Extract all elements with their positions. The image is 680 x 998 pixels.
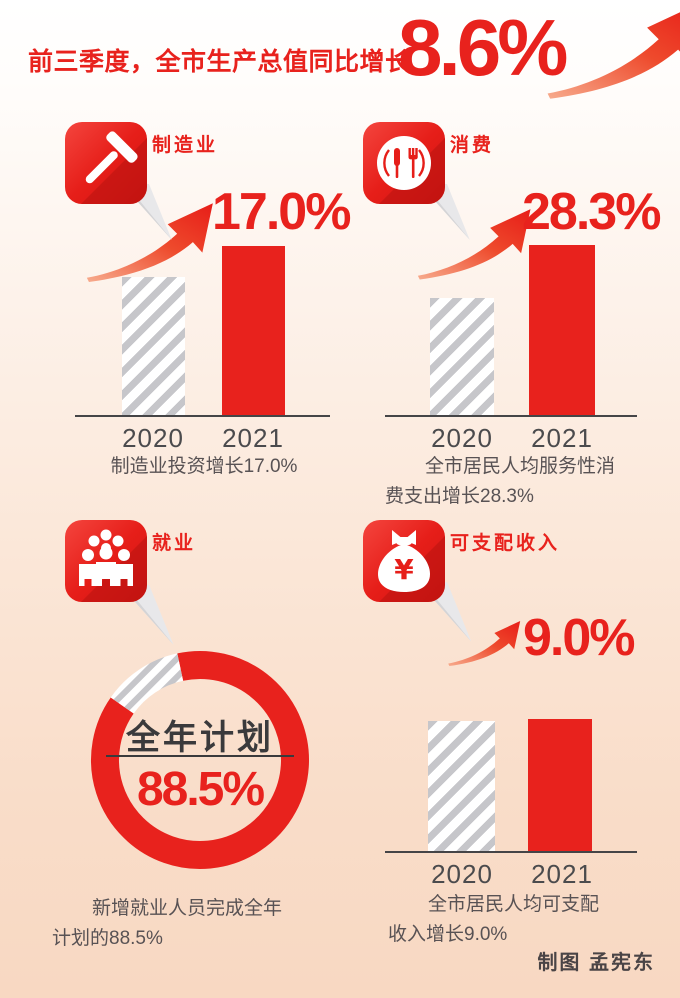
year-label-2020: 2020 xyxy=(431,423,493,453)
donut-center-value: 88.5% xyxy=(136,763,265,816)
hammer-icon xyxy=(65,122,147,204)
income-growth-value: 9.0% xyxy=(523,609,636,667)
income-caption: 全市居民人均可支配 收入增长9.0% xyxy=(388,890,644,950)
employment-caption: 新增就业人员完成全年 计划的88.5% xyxy=(52,894,346,954)
consumption-growth-value: 28.3% xyxy=(522,183,661,241)
section-label-employment: 就业 xyxy=(152,533,197,554)
manufacturing-caption: 制造业投资增长17.0% xyxy=(110,456,298,477)
growth-arrow-icon xyxy=(545,0,680,102)
chart-baseline xyxy=(385,415,637,417)
svg-text:¥: ¥ xyxy=(394,553,414,586)
bar-2020-hatched xyxy=(428,721,495,851)
year-label-2021: 2021 xyxy=(222,423,284,453)
section-label-income: 可支配收入 xyxy=(450,533,561,554)
chart-baseline xyxy=(385,851,637,853)
donut-title-underline xyxy=(106,755,294,757)
bar-2021-red xyxy=(529,245,595,415)
chart-baseline xyxy=(75,415,330,417)
donut-segment-completed xyxy=(91,651,309,869)
bar-2021-red xyxy=(528,719,592,851)
money-bag-icon: ¥ xyxy=(363,520,445,602)
headline-text: 前三季度，全市生产总值同比增长 xyxy=(28,48,411,76)
people-crowd-icon xyxy=(65,520,147,602)
credit-byline: 制图 孟宪东 xyxy=(537,952,655,974)
caption-line: 全市居民人均服务性消 xyxy=(425,456,616,477)
section-label-consumption: 消费 xyxy=(450,135,495,156)
headline-growth-value: 8.6% xyxy=(398,3,568,92)
year-label-2021: 2021 xyxy=(531,859,593,889)
manufacturing-bar-chart xyxy=(75,245,330,415)
manufacturing-growth-value: 17.0% xyxy=(212,183,351,241)
dining-plate-icon xyxy=(363,122,445,204)
year-label-2020: 2020 xyxy=(431,859,493,889)
bar-2020-hatched xyxy=(122,277,185,415)
caption-line: 计划的88.5% xyxy=(52,928,163,949)
year-label-2020: 2020 xyxy=(122,423,184,453)
section-label-manufacturing: 制造业 xyxy=(152,135,219,156)
caption-line: 费支出增长28.3% xyxy=(385,486,534,507)
caption-line: 全市居民人均可支配 xyxy=(428,894,600,915)
donut-segment-remaining xyxy=(110,653,184,714)
income-bar-chart xyxy=(385,718,637,851)
employment-donut-chart xyxy=(91,651,309,869)
caption-line: 新增就业人员完成全年 xyxy=(92,898,283,919)
bar-2020-hatched xyxy=(430,298,494,415)
consumption-caption: 全市居民人均服务性消 费支出增长28.3% xyxy=(385,452,643,512)
year-label-2021: 2021 xyxy=(531,423,593,453)
consumption-bar-chart xyxy=(385,245,637,415)
donut-center-title: 全年计划 xyxy=(126,719,274,757)
caption-line: 收入增长9.0% xyxy=(388,924,508,945)
bar-2021-red xyxy=(222,246,285,415)
